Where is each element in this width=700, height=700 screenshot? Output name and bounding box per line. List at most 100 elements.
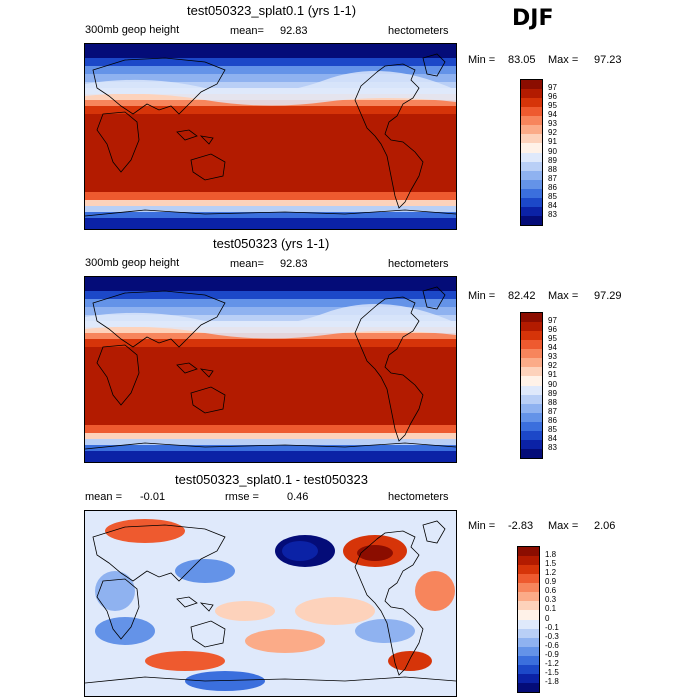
colorbar-tick-label: -0.9 [545, 649, 559, 659]
panel-2-units: hectometers [388, 258, 449, 270]
field-blob [105, 519, 185, 543]
panel-2-colorbar [520, 312, 543, 459]
field-band [85, 88, 456, 94]
colorbar-swatch [518, 628, 539, 638]
colorbar-swatch [521, 215, 542, 225]
coastline [96, 578, 140, 640]
colorbar-tick-label: 91 [548, 137, 557, 147]
panel-1-mean-value: 92.83 [280, 25, 308, 37]
colorbar-tick-label: -1.2 [545, 658, 559, 668]
panel-3-colorbar [517, 546, 540, 693]
panel-2-colorbar-labels: 97 96 95 94 93 92 91 90 89 88 87 86 85 84 83 [548, 312, 578, 457]
colorbar-tick-label: 89 [548, 155, 557, 165]
season-label: DJF [512, 6, 554, 31]
panel-1-title: test050323_splat0.1 (yrs 1-1) [187, 3, 357, 18]
panel-3-mean-label: mean = [85, 491, 122, 503]
field-blob [415, 571, 455, 611]
colorbar-swatch [521, 376, 542, 386]
colorbar-swatch [521, 107, 542, 117]
field-band [85, 82, 456, 88]
colorbar-tick-label: 92 [548, 361, 557, 371]
colorbar-swatch [521, 448, 542, 458]
panel-2-max-value: 97.29 [594, 290, 622, 302]
colorbar-swatch [521, 89, 542, 99]
colorbar-swatch [521, 206, 542, 216]
coastline [190, 620, 226, 648]
coastline [422, 53, 446, 77]
colorbar-tick-label: 96 [548, 325, 557, 335]
field-blob [388, 651, 432, 671]
colorbar-tick-label: 97 [548, 316, 557, 326]
colorbar-swatch [521, 116, 542, 126]
colorbar-swatch [521, 394, 542, 404]
field-band [85, 218, 456, 229]
colorbar-swatch [521, 98, 542, 108]
field-wave [85, 71, 456, 106]
field-band [85, 425, 456, 433]
colorbar-swatch [521, 358, 542, 368]
colorbar-tick-label: 1.2 [545, 568, 557, 578]
field-band [85, 321, 456, 327]
field-band [85, 299, 456, 307]
coastline [422, 520, 446, 544]
panel-3-title: test050323_splat0.1 - test050323 [175, 472, 368, 487]
field-band [85, 114, 456, 192]
panel-1-field-label: 300mb geop height [85, 24, 180, 36]
colorbar-swatch [518, 682, 539, 692]
field-blob [175, 559, 235, 583]
colorbar-swatch [518, 547, 539, 557]
colorbar-tick-label: 83 [548, 442, 557, 452]
panel-2-field-svg [85, 277, 456, 462]
colorbar-tick-label: -0.3 [545, 631, 559, 641]
field-band [85, 212, 456, 218]
colorbar-swatch [521, 412, 542, 422]
coastline [190, 153, 226, 181]
colorbar-swatch [521, 197, 542, 207]
coastline [354, 296, 424, 442]
colorbar-swatch [521, 340, 542, 350]
field-wave [85, 304, 456, 339]
field-band [85, 451, 456, 462]
field-band [85, 445, 456, 451]
colorbar-tick-label: 86 [548, 182, 557, 192]
colorbar-swatch [521, 152, 542, 162]
panel-1-max-label: Max = [548, 54, 579, 66]
colorbar-tick-label: 85 [548, 191, 557, 201]
colorbar-swatch [521, 421, 542, 431]
colorbar-swatch [518, 565, 539, 575]
field-band [85, 192, 456, 200]
panel-1-units: hectometers [388, 25, 449, 37]
coastline [96, 111, 140, 173]
panel-3-map [84, 510, 457, 697]
field-blob [245, 629, 325, 653]
colorbar-swatch [518, 583, 539, 593]
colorbar-swatch [521, 188, 542, 198]
colorbar-tick-label: 0.9 [545, 577, 557, 587]
field-band [85, 433, 456, 439]
panel-3-colorbar-labels: 1.8 1.5 1.2 0.9 0.6 0.3 0.1 0 -0.1 -0.3 -0.6 -0.9 -1… [545, 546, 575, 691]
colorbar-tick-label: 1.8 [545, 550, 557, 560]
colorbar-swatch [518, 619, 539, 629]
colorbar-tick-label: -1.8 [545, 676, 559, 686]
panel-3-rmse-label: rmse = [225, 491, 259, 503]
coastline [354, 63, 424, 209]
colorbar-tick-label: 87 [548, 406, 557, 416]
colorbar-swatch [521, 331, 542, 341]
field-band [85, 106, 456, 114]
colorbar-swatch [521, 161, 542, 171]
colorbar-tick-label: 0.3 [545, 595, 557, 605]
field-blob [295, 597, 375, 625]
colorbar-tick-label: 1.5 [545, 559, 557, 569]
field-band [85, 439, 456, 445]
colorbar-tick-label: 84 [548, 433, 557, 443]
field-band [85, 347, 456, 425]
field-blob [355, 619, 415, 643]
colorbar-tick-label: -0.6 [545, 640, 559, 650]
field-band [85, 206, 456, 212]
panel-2-title: test050323 (yrs 1-1) [213, 236, 330, 251]
colorbar-swatch [521, 125, 542, 135]
colorbar-swatch [518, 637, 539, 647]
colorbar-swatch [521, 439, 542, 449]
coastline [85, 676, 456, 684]
colorbar-tick-label: 0.1 [545, 604, 557, 614]
